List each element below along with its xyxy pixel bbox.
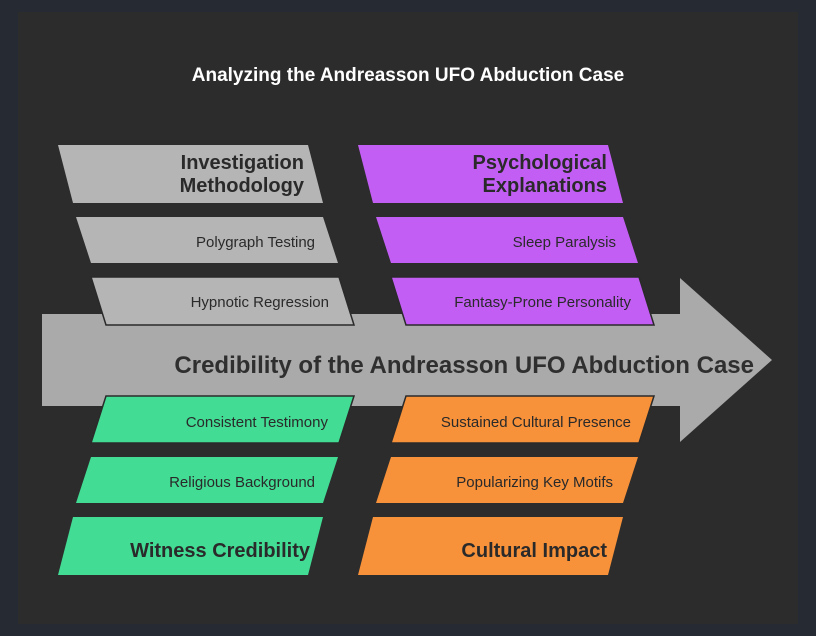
psychological-item-box (376, 217, 638, 263)
investigation-item-box (76, 217, 338, 263)
cultural-item-box (376, 457, 638, 503)
cultural-category-box (358, 517, 623, 575)
witness-item-box (76, 457, 338, 503)
witness-item-box (89, 395, 356, 444)
investigation-item-box (89, 276, 356, 326)
witness-item-label: Consistent Testimony (185, 414, 328, 432)
cultural-item-label: Popularizing Key Motifs (456, 474, 613, 492)
psychological-item-label: Sleep Paralysis (512, 234, 616, 252)
psychological-item-box (389, 276, 656, 326)
psychological-category-label: Psychological Explanations (472, 152, 608, 197)
investigation-category-box (58, 145, 323, 203)
cultural-item-box (389, 395, 656, 444)
witness-category-box (58, 517, 323, 575)
witness-category-label: Witness Credibility (130, 539, 310, 562)
witness-item-label: Religious Background (169, 474, 315, 492)
investigation-category-label: Investigation Methodology (179, 152, 304, 197)
cultural-category-label: Cultural Impact (461, 539, 607, 562)
spine-label: Credibility of the Andreasson UFO Abduct… (174, 352, 754, 379)
investigation-item-label: Polygraph Testing (196, 234, 315, 252)
cultural-item-label: Sustained Cultural Presence (440, 414, 631, 432)
diagram-title: Analyzing the Andreasson UFO Abduction C… (191, 65, 625, 86)
psychological-item-label: Fantasy-Prone Personality (454, 294, 631, 312)
psychological-category-box (358, 145, 623, 203)
investigation-item-label: Hypnotic Regression (190, 294, 329, 312)
